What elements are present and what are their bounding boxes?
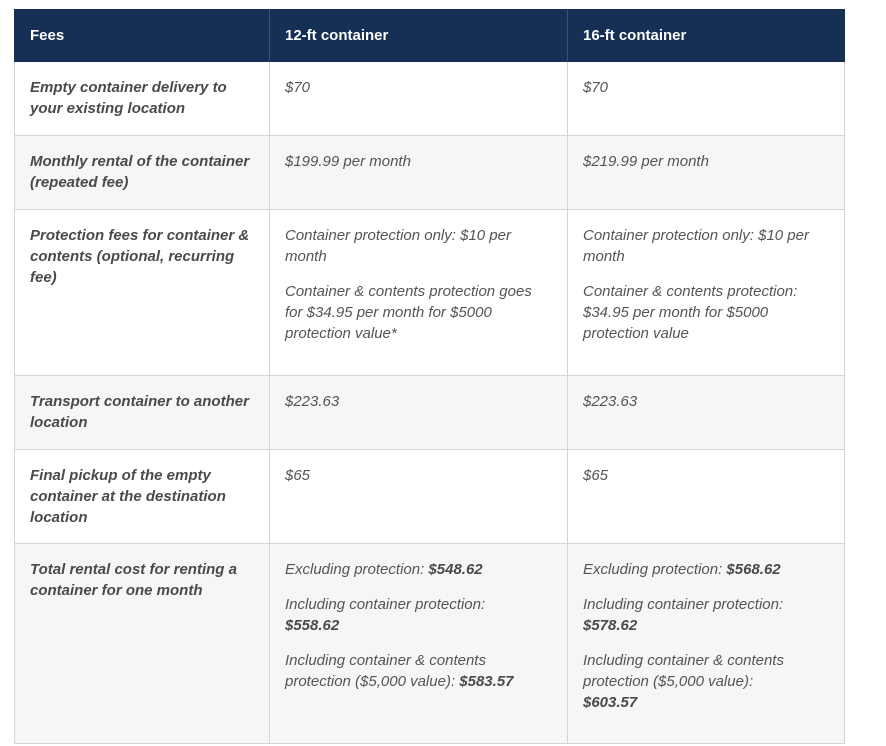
cell-16ft-transport: $223.63 (567, 375, 845, 450)
row-label-monthly-rental: Monthly rental of the container (repeate… (14, 135, 270, 210)
table-row: Final pickup of the empty container at t… (14, 449, 845, 544)
cell-16ft-monthly-rental: $219.99 per month (567, 135, 845, 210)
total-including-contents: Including container & contents protectio… (285, 650, 552, 692)
total-excluding-value: $568.62 (726, 561, 781, 578)
header-16ft-container: 16-ft container (567, 9, 845, 62)
cell-12ft-delivery: $70 (269, 61, 568, 136)
total-including-contents: Including container & contents protectio… (583, 650, 829, 713)
total-including-contents-label: Including container & contents protectio… (285, 652, 486, 690)
total-excluding-protection: Excluding protection: $548.62 (285, 559, 552, 580)
protection-contents-text: Container & contents protection: $34.95 … (583, 283, 798, 342)
total-excluding-value: $548.62 (428, 561, 483, 578)
row-label-transport: Transport container to another location (14, 375, 270, 450)
total-including-container-label: Including container protection: (285, 596, 486, 613)
cell-16ft-final-pickup: $65 (567, 449, 845, 544)
cell-12ft-protection-fees: Container protection only: $10 per month… (269, 209, 568, 376)
fees-table: Fees 12-ft container 16-ft container Emp… (14, 9, 845, 744)
total-including-contents-value: $583.57 (459, 673, 514, 690)
total-including-container-value: $558.62 (285, 617, 340, 634)
cell-16ft-total-cost: Excluding protection: $568.62 Including … (567, 543, 845, 744)
header-12ft-container: 12-ft container (269, 9, 568, 62)
protection-contents-text: Container & contents protection goes for… (285, 283, 532, 342)
total-including-container-value: $578.62 (583, 617, 638, 634)
table-row: Empty container delivery to your existin… (14, 61, 845, 136)
total-including-contents-label: Including container & contents protectio… (583, 652, 784, 690)
row-label-total-cost: Total rental cost for renting a containe… (14, 543, 270, 744)
table-row: Transport container to another location … (14, 375, 845, 450)
table-header-row: Fees 12-ft container 16-ft container (14, 9, 845, 62)
protection-container-only-text: Container protection only: $10 per month (583, 227, 809, 265)
protection-container-only-text: Container protection only: $10 per month (285, 227, 511, 265)
total-including-container: Including container protection: $558.62 (285, 594, 552, 636)
total-excluding-protection: Excluding protection: $568.62 (583, 559, 829, 580)
cell-12ft-final-pickup: $65 (269, 449, 568, 544)
cell-16ft-delivery: $70 (567, 61, 845, 136)
total-excluding-label: Excluding protection: (285, 561, 429, 578)
row-label-delivery: Empty container delivery to your existin… (14, 61, 270, 136)
total-excluding-label: Excluding protection: (583, 561, 727, 578)
total-including-contents-value: $603.57 (583, 694, 638, 711)
table-row: Protection fees for container & contents… (14, 209, 845, 376)
table-row: Monthly rental of the container (repeate… (14, 135, 845, 210)
row-label-final-pickup: Final pickup of the empty container at t… (14, 449, 270, 544)
total-including-container: Including container protection: $578.62 (583, 594, 829, 636)
cell-12ft-total-cost: Excluding protection: $548.62 Including … (269, 543, 568, 744)
row-label-protection-fees: Protection fees for container & contents… (14, 209, 270, 376)
total-including-container-label: Including container protection: (583, 596, 784, 613)
header-fees: Fees (14, 9, 270, 62)
table-row: Total rental cost for renting a containe… (14, 543, 845, 744)
cell-12ft-monthly-rental: $199.99 per month (269, 135, 568, 210)
cell-16ft-protection-fees: Container protection only: $10 per month… (567, 209, 845, 376)
cell-12ft-transport: $223.63 (269, 375, 568, 450)
